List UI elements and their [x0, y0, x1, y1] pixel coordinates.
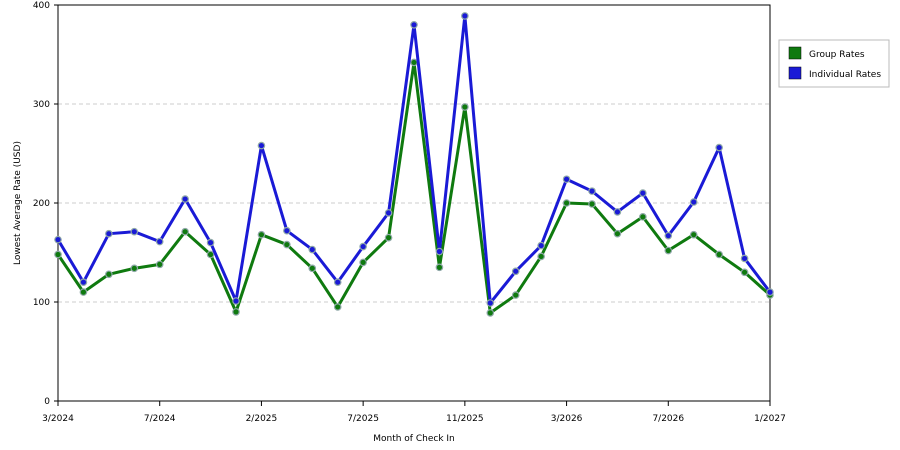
series-line-group-rates [56, 60, 772, 315]
series-group [54, 12, 774, 317]
legend-swatch-individual-rates [788, 66, 802, 80]
data-point-group-rates [435, 263, 444, 272]
data-point-individual-rates [155, 237, 164, 246]
data-point-individual-rates [588, 187, 596, 195]
data-point-group-rates [308, 264, 317, 273]
data-point-individual-rates [537, 241, 545, 250]
y-axis-title: Lowest Average Rate (USD) [13, 141, 23, 265]
data-point-individual-rates [384, 209, 393, 217]
legend-label-group-rates: Group Rates [809, 50, 865, 60]
data-point-individual-rates [486, 299, 495, 307]
data-point-individual-rates [410, 20, 418, 29]
data-point-individual-rates [664, 231, 673, 240]
data-point-group-rates [740, 268, 749, 277]
data-point-group-rates [461, 103, 469, 111]
data-point-individual-rates [257, 141, 266, 150]
x-tick-label: 11/2025 [446, 414, 483, 424]
data-point-group-rates [54, 250, 62, 259]
data-point-group-rates [257, 230, 266, 239]
y-tick-label: 300 [33, 100, 50, 110]
data-point-group-rates [613, 229, 622, 238]
data-point-group-rates [155, 260, 164, 269]
data-point-individual-rates [435, 247, 444, 256]
data-point-group-rates [130, 264, 139, 273]
data-point-group-rates [562, 199, 571, 207]
grid-lines [58, 103, 770, 303]
data-point-individual-rates [181, 195, 189, 203]
data-point-individual-rates [359, 242, 367, 251]
x-tick-label: 7/2024 [144, 414, 176, 424]
x-tick-label: 3/2024 [42, 414, 74, 424]
data-point-individual-rates [232, 297, 240, 305]
data-point-group-rates [283, 240, 291, 249]
data-point-individual-rates [562, 175, 571, 184]
x-tick-label: 2/2025 [246, 414, 278, 424]
data-point-group-rates [181, 227, 189, 236]
y-tick-label: 100 [33, 298, 50, 308]
data-point-group-rates [105, 270, 113, 279]
data-point-group-rates [537, 252, 545, 261]
y-tick-label: 200 [33, 199, 50, 209]
data-point-individual-rates [283, 226, 291, 235]
data-point-individual-rates [105, 229, 113, 238]
y-axis: 0 100 200 300 400 [33, 1, 58, 407]
data-point-individual-rates [766, 288, 774, 296]
data-point-individual-rates [511, 267, 520, 276]
data-point-individual-rates [308, 245, 317, 254]
x-tick-label: 7/2025 [347, 414, 379, 424]
data-point-group-rates [232, 308, 240, 316]
data-point-group-rates [639, 213, 647, 221]
data-point-group-rates [486, 309, 495, 317]
data-point-individual-rates [715, 143, 723, 152]
data-point-group-rates [79, 288, 88, 296]
data-point-individual-rates [333, 278, 342, 287]
legend-swatch-group-rates [788, 46, 802, 60]
x-tick-label: 1/2027 [754, 414, 786, 424]
data-point-individual-rates [206, 238, 215, 247]
data-point-individual-rates [79, 278, 88, 287]
x-axis: 3/2024 7/2024 2/2025 7/2025 11/2025 3/2026 7/2… [42, 401, 786, 424]
data-point-group-rates [206, 250, 215, 259]
data-point-group-rates [715, 250, 723, 259]
data-point-individual-rates [689, 198, 698, 206]
y-tick-label: 400 [33, 1, 50, 11]
y-tick-label: 0 [44, 397, 50, 407]
x-tick-label: 3/2026 [551, 414, 583, 424]
legend-label-individual-rates: Individual Rates [809, 70, 881, 80]
legend: Group Rates Individual Rates [778, 39, 890, 88]
data-point-group-rates [384, 233, 393, 242]
data-point-individual-rates [639, 189, 647, 197]
data-point-group-rates [410, 58, 418, 67]
data-point-group-rates [359, 258, 367, 267]
data-point-individual-rates [740, 254, 749, 263]
data-point-group-rates [511, 291, 520, 299]
x-tick-label: 7/2026 [652, 414, 684, 424]
data-point-individual-rates [54, 235, 62, 244]
data-point-individual-rates [130, 227, 139, 236]
data-point-individual-rates [613, 208, 622, 216]
data-point-group-rates [333, 303, 342, 311]
data-point-group-rates [588, 200, 596, 208]
data-point-group-rates [689, 230, 698, 239]
data-point-group-rates [664, 246, 673, 255]
x-axis-title: Month of Check In [373, 434, 455, 444]
data-point-individual-rates [461, 12, 469, 20]
